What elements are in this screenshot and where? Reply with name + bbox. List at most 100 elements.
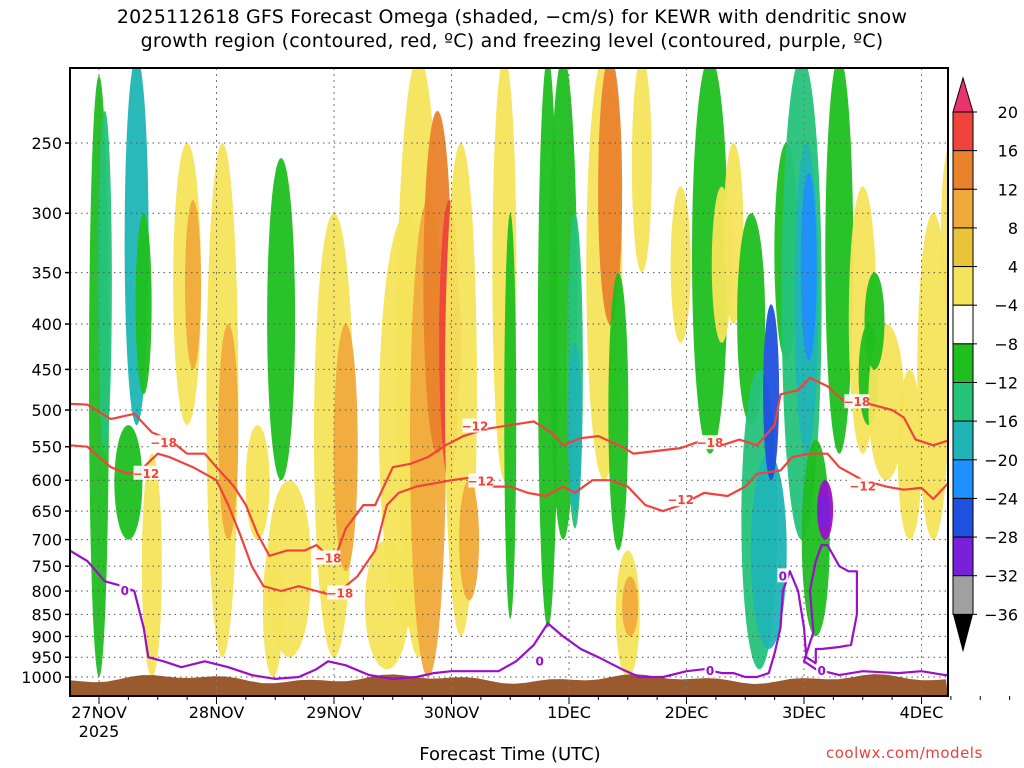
omega-plume (917, 213, 948, 540)
terrain-band (70, 674, 948, 696)
omega-plume (245, 425, 270, 540)
y-axis: 250 300 350 400 450 500 550 600 650 700 750 800 850 9… (21, 134, 70, 687)
x-tick-label: 2DEC (665, 703, 709, 722)
colorbar-label: −8 (994, 335, 1018, 354)
omega-plume (608, 272, 629, 551)
contour-label: −18 (150, 436, 177, 450)
omega-plume (750, 453, 787, 650)
omega-plume (800, 172, 817, 361)
contour-label: 0 (817, 664, 825, 678)
x-axis-title: Forecast Time (UTC) (419, 744, 601, 765)
omega-plume (897, 369, 922, 540)
contour-label-bg (327, 585, 353, 600)
colorbar-label: 16 (998, 142, 1018, 161)
colorbar-label: −4 (994, 296, 1018, 315)
colorbar-label: −28 (984, 528, 1018, 547)
y-tick-label: 700 (31, 531, 62, 550)
colorbar-bin (952, 382, 974, 422)
colorbar-bottom-triangle (953, 614, 973, 653)
colorbar-label: 8 (1008, 219, 1018, 238)
omega-plume (504, 213, 517, 619)
omega-plume (598, 68, 623, 325)
omega-plume (459, 480, 480, 601)
omega-plume (185, 200, 201, 370)
colorbar-bin (952, 111, 974, 152)
y-tick-label: 900 (31, 627, 62, 646)
freezing-level-contour (70, 543, 948, 681)
contour-label-bg (315, 550, 341, 565)
contour-label: −12 (667, 493, 694, 507)
contour-label: 0 (121, 584, 129, 598)
x-year-label: 2025 (79, 722, 120, 741)
contour-label-bg (119, 583, 131, 598)
x-tick-label: 1DEC (547, 703, 591, 722)
y-tick-label: 650 (31, 502, 62, 521)
contour-lines (70, 376, 948, 681)
colorbar-bin (952, 420, 974, 461)
credit-link[interactable]: coolwx.com/models (826, 744, 983, 762)
x-tick-label: 27NOV (71, 703, 127, 722)
contour-labels: −18 −12 −18 −12 −18 −12 −18 −12 −18 −12 0 0 0 0 0 (119, 394, 876, 678)
contour-label: −12 (133, 467, 160, 481)
colorbar-bin (952, 188, 974, 229)
omega-plume (622, 576, 639, 637)
contour-label: −18 (315, 551, 342, 565)
plot-frame (69, 67, 949, 697)
terrain-fill (70, 674, 948, 696)
omega-plume (567, 342, 582, 512)
colorbar-label: 20 (998, 103, 1018, 122)
colorbar-bin (952, 227, 974, 268)
y-tick-label: 350 (31, 264, 62, 283)
colorbar-label: −24 (984, 489, 1018, 508)
colorbar-label: −12 (984, 374, 1018, 393)
omega-plume (940, 146, 948, 321)
x-tick-label: 28NOV (189, 703, 245, 722)
omega-plume (114, 425, 143, 540)
omega-plume (825, 68, 854, 454)
dendritic-contour-minus12 (70, 444, 948, 597)
chart-title-line2: growth region (contoured, red, ºC) and f… (140, 30, 884, 52)
contour-label-bg (816, 663, 828, 678)
contour-label: −18 (843, 395, 870, 409)
contour-label-bg (704, 663, 716, 678)
contour-label-bg (844, 394, 870, 409)
x-axis: 27NOV 28NOV 29NOV 30NOV 1DEC 2DEC 3DEC 4DEC 2025 (71, 696, 1011, 741)
y-tick-label: 450 (31, 360, 62, 379)
contour-label-bg (133, 465, 159, 480)
omega-plume (141, 453, 162, 677)
contour-label: −18 (697, 436, 724, 450)
colorbar-label: −20 (984, 451, 1018, 470)
colorbar-bin (952, 536, 974, 577)
y-tick-label: 550 (31, 438, 62, 457)
x-tick-label: 29NOV (306, 703, 362, 722)
y-tick-label: 250 (31, 134, 62, 153)
colorbar-bin (952, 266, 974, 306)
colorbar-label: −32 (984, 567, 1018, 586)
chart-title-line1: 2025112618 GFS Forecast Omega (shaded, −… (116, 6, 908, 28)
grid-lines (70, 68, 948, 696)
omega-plume (267, 158, 296, 481)
colorbar-label: −36 (984, 605, 1018, 624)
contour-label: −12 (467, 475, 494, 489)
colorbar-label: 4 (1008, 258, 1018, 277)
contour-label: −12 (462, 420, 489, 434)
contour-label-bg (468, 473, 494, 488)
omega-plume (864, 272, 885, 370)
omega-plume (631, 68, 652, 273)
y-tick-label: 500 (31, 401, 62, 420)
omega-plume (763, 304, 780, 481)
colorbar-label: −16 (984, 412, 1018, 431)
colorbar-label: 12 (998, 180, 1018, 199)
omega-plume (267, 480, 312, 658)
omega-shading (89, 68, 948, 678)
contour-label-bg (534, 653, 546, 668)
colorbar-bin (952, 459, 974, 499)
omega-plume (670, 186, 691, 343)
dendritic-contour-minus18 (70, 376, 948, 563)
contour-label-bg (462, 418, 488, 433)
colorbar: 20 16 12 8 4 −4 −8 −12 −16 −20 −24 −28 −32 −36 (952, 76, 1018, 653)
colorbar-bin (952, 575, 974, 615)
omega-plume (692, 68, 728, 454)
y-tick-label: 600 (31, 471, 62, 490)
